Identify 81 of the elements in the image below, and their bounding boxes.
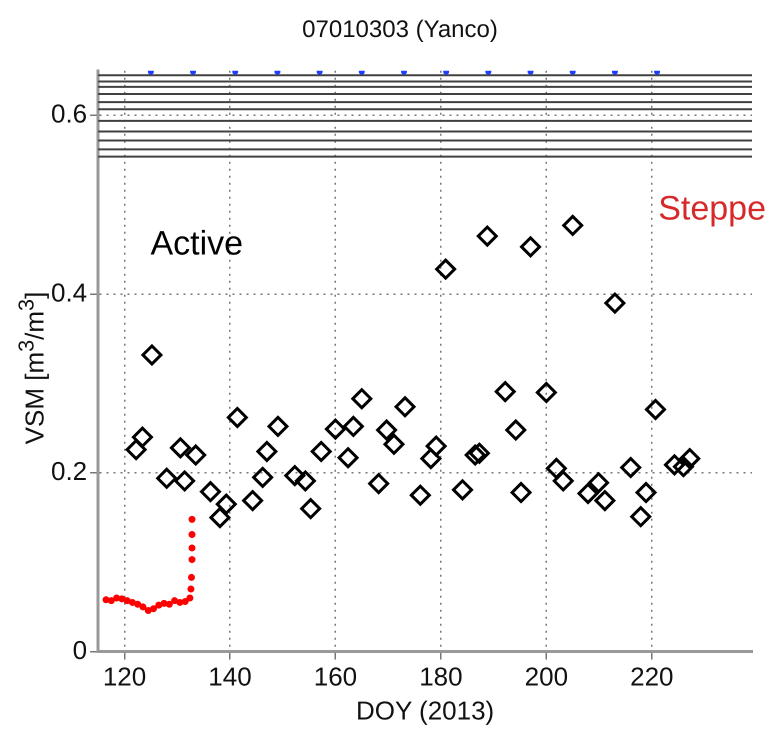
- point: [134, 600, 142, 608]
- point: [604, 292, 626, 314]
- point: [464, 444, 486, 466]
- point: [394, 396, 416, 418]
- point: [188, 531, 196, 538]
- x-tick-label: 140: [208, 661, 252, 692]
- x-tick-label: 180: [419, 661, 463, 692]
- x-tick-label: 160: [314, 661, 358, 692]
- point: [300, 498, 322, 520]
- point: [267, 416, 288, 437]
- point: [226, 406, 248, 428]
- point: [536, 382, 557, 403]
- point: [578, 482, 599, 504]
- point: [156, 468, 178, 489]
- y-tick-label: 0.2: [50, 456, 88, 486]
- point: [324, 418, 346, 440]
- x-axis-title: DOY (2013): [356, 696, 494, 726]
- point: [310, 440, 332, 462]
- point: [166, 600, 173, 608]
- point: [636, 482, 657, 504]
- annotation: Steppe: [658, 190, 766, 228]
- point: [435, 258, 456, 280]
- point: [376, 420, 398, 441]
- point: [141, 344, 162, 366]
- point: [252, 466, 274, 488]
- y-tick-label: 0.6: [50, 98, 88, 129]
- point: [188, 516, 196, 523]
- point: [410, 484, 431, 506]
- point: [132, 426, 153, 448]
- annotation: Active: [150, 224, 244, 262]
- point: [664, 454, 685, 476]
- chart-title: 07010303 (Yanco): [302, 16, 498, 44]
- point: [510, 482, 532, 504]
- point: [170, 437, 191, 458]
- point: [520, 236, 542, 258]
- point: [476, 226, 498, 247]
- x-tick-label: 220: [630, 661, 674, 692]
- point: [216, 494, 237, 515]
- point: [242, 490, 264, 512]
- point: [588, 472, 610, 494]
- point: [188, 574, 195, 581]
- point: [187, 586, 194, 593]
- point: [126, 439, 147, 460]
- point: [188, 544, 196, 552]
- point: [338, 447, 359, 468]
- point: [630, 506, 652, 528]
- point: [562, 214, 584, 236]
- point: [672, 456, 694, 478]
- x-tick-label: 200: [524, 661, 568, 692]
- x-tick-label: 120: [102, 661, 146, 692]
- point: [284, 465, 306, 486]
- y-tick-label: 0: [72, 634, 88, 665]
- point: [426, 436, 447, 457]
- point: [620, 457, 642, 478]
- point: [468, 442, 490, 464]
- point: [546, 458, 567, 479]
- point: [150, 605, 158, 612]
- point: [188, 556, 196, 564]
- point: [294, 470, 316, 492]
- point: [505, 420, 526, 441]
- point: [185, 444, 206, 466]
- point: [420, 448, 442, 470]
- point: [594, 490, 616, 512]
- point: [368, 473, 390, 494]
- point: [679, 448, 700, 470]
- point: [552, 470, 574, 492]
- point: [139, 603, 146, 610]
- point: [452, 479, 474, 500]
- y-tick-label: 0.4: [50, 277, 88, 308]
- point: [256, 440, 278, 462]
- point: [200, 481, 221, 502]
- point: [645, 398, 666, 420]
- point: [383, 434, 404, 455]
- point: [351, 388, 372, 410]
- point: [494, 381, 516, 402]
- point: [342, 416, 364, 437]
- point: [186, 594, 194, 602]
- point: [182, 598, 189, 606]
- point: [108, 597, 115, 604]
- point: [174, 470, 196, 492]
- point: [209, 507, 230, 528]
